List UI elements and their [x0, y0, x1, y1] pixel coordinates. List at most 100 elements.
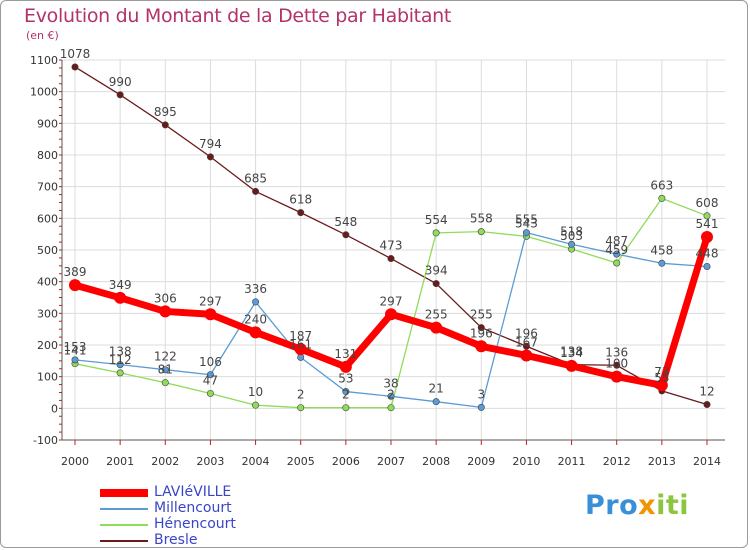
- y-tick-label: 400: [37, 276, 58, 289]
- data-point: [116, 91, 124, 99]
- data-point: [701, 231, 713, 244]
- legend-label: LAVIéVILLE: [154, 484, 232, 500]
- data-label: 555: [515, 213, 538, 227]
- data-point: [703, 212, 711, 220]
- legend-label: Hénencourt: [154, 516, 236, 532]
- data-point: [159, 305, 172, 318]
- data-label: 138: [560, 345, 583, 359]
- data-label: 136: [605, 345, 628, 359]
- data-point: [297, 404, 305, 412]
- data-point: [204, 308, 217, 321]
- data-label: 554: [425, 213, 448, 227]
- data-point: [206, 153, 214, 161]
- data-label: 134: [560, 346, 583, 360]
- data-point: [703, 262, 711, 270]
- x-tick-label: 2002: [151, 455, 179, 468]
- data-point: [342, 388, 350, 396]
- y-tick-label: -100: [33, 434, 58, 447]
- data-label: 2: [297, 388, 305, 402]
- data-point: [206, 389, 214, 397]
- data-point: [430, 321, 443, 334]
- data-label: 558: [470, 212, 493, 226]
- data-label: 112: [109, 353, 132, 367]
- y-tick-label: 200: [37, 339, 58, 352]
- x-tick-label: 2012: [603, 455, 631, 468]
- x-tick-label: 2014: [693, 455, 721, 468]
- data-label: 167: [515, 335, 538, 349]
- data-point: [477, 228, 485, 236]
- data-point: [522, 229, 530, 237]
- data-point: [565, 359, 578, 372]
- legend-swatch: [100, 489, 148, 497]
- data-label: 12: [699, 385, 714, 399]
- x-tick-label: 2005: [287, 455, 315, 468]
- data-label: 448: [696, 246, 719, 260]
- data-label: 138: [109, 345, 132, 359]
- y-tick-label: 0: [51, 402, 58, 415]
- data-label: 1078: [60, 47, 91, 61]
- x-tick-label: 2011: [558, 455, 586, 468]
- data-label: 895: [154, 105, 177, 119]
- data-point: [69, 279, 81, 292]
- data-label: 297: [380, 294, 403, 308]
- legend-label: Bresle: [154, 532, 198, 548]
- data-label: 548: [334, 215, 357, 229]
- data-point: [161, 121, 169, 129]
- data-point: [385, 308, 397, 321]
- data-label: 187: [289, 329, 312, 343]
- data-label: 55: [654, 371, 669, 385]
- data-point: [703, 401, 711, 409]
- data-point: [114, 291, 127, 304]
- data-point: [387, 404, 395, 412]
- y-tick-label: 1100: [30, 54, 58, 67]
- data-label: 141: [64, 344, 87, 358]
- x-tick-label: 2010: [512, 455, 540, 468]
- data-label: 153: [64, 340, 87, 354]
- data-label: 473: [380, 239, 403, 253]
- data-point: [432, 229, 440, 237]
- data-point: [206, 371, 214, 379]
- data-point: [161, 379, 169, 387]
- data-label: 794: [199, 137, 222, 151]
- data-point: [613, 259, 621, 267]
- data-point: [568, 240, 576, 248]
- data-label: 518: [560, 224, 583, 238]
- data-point: [477, 324, 485, 332]
- data-point: [297, 209, 305, 217]
- data-label: 100: [605, 357, 628, 371]
- data-label: 161: [289, 337, 312, 351]
- data-label: 255: [425, 308, 448, 322]
- data-label: 21: [429, 382, 444, 396]
- data-point: [71, 63, 79, 71]
- data-point: [432, 398, 440, 406]
- data-label: 196: [515, 326, 538, 340]
- data-point: [342, 404, 350, 412]
- data-label: 297: [199, 294, 222, 308]
- data-label: 255: [470, 308, 493, 322]
- x-tick-label: 2000: [61, 455, 89, 468]
- y-tick-label: 900: [37, 117, 58, 130]
- data-label: 73: [654, 365, 669, 379]
- y-tick-label: 700: [37, 181, 58, 194]
- data-label: 618: [289, 193, 312, 207]
- data-point: [339, 360, 352, 373]
- data-point: [387, 255, 395, 263]
- data-label: 81: [158, 363, 173, 377]
- data-label: 38: [383, 376, 398, 390]
- legend-swatch: [100, 524, 148, 526]
- data-point: [475, 340, 488, 353]
- data-point: [658, 194, 666, 202]
- data-point: [613, 250, 621, 258]
- x-tick-label: 2004: [242, 455, 270, 468]
- data-label: 240: [244, 312, 267, 326]
- data-label: 685: [244, 171, 267, 185]
- data-label: 2: [387, 388, 395, 402]
- data-label: 503: [560, 229, 583, 243]
- data-label: 663: [650, 178, 673, 192]
- legend-label: Millencourt: [154, 500, 232, 516]
- data-label: 990: [109, 75, 132, 89]
- data-point: [387, 392, 395, 400]
- y-tick-label: 1000: [30, 86, 58, 99]
- data-point: [249, 326, 262, 339]
